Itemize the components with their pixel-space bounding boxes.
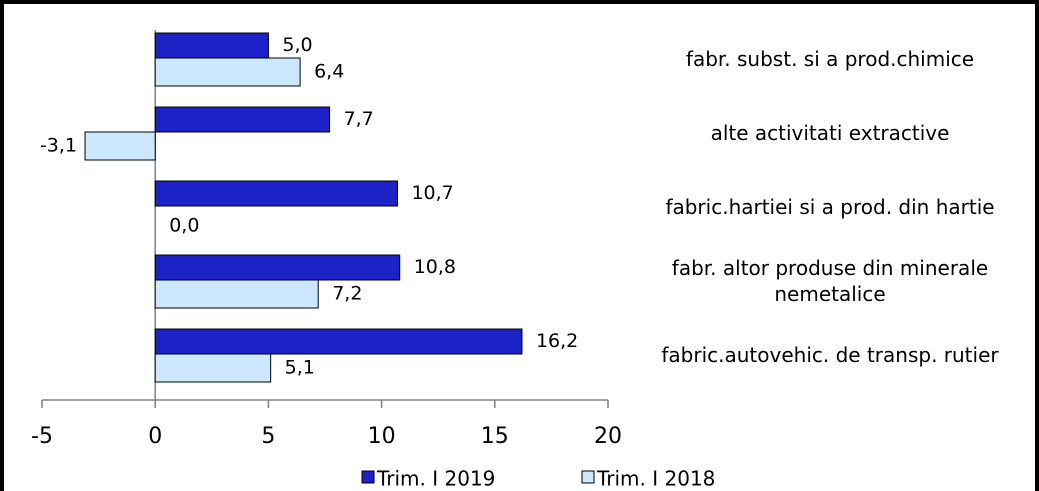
bar <box>154 180 398 207</box>
x-tick-label: 10 <box>368 424 396 449</box>
category-label: fabric.autovehic. de transp. rutier <box>661 343 999 367</box>
bar <box>154 353 272 383</box>
value-label: 5,0 <box>282 34 312 56</box>
legend-swatch <box>581 470 595 484</box>
x-tick-label: 0 <box>148 424 162 449</box>
bar <box>154 32 269 59</box>
value-label: 10,7 <box>411 182 453 204</box>
value-label: 7,7 <box>344 108 374 130</box>
bar <box>154 328 523 355</box>
value-label: -3,1 <box>40 135 77 157</box>
bar <box>154 106 331 133</box>
value-label: 5,1 <box>285 357 315 379</box>
value-label: 10,8 <box>414 256 456 278</box>
x-tick-label: 15 <box>481 424 509 449</box>
bar <box>154 57 301 87</box>
value-label: 0,0 <box>169 215 199 237</box>
legend-label: Trim. I 2019 <box>376 467 495 491</box>
bar <box>84 131 156 161</box>
category-label: alte activitati extractive <box>710 121 950 145</box>
category-label: fabr. altor produse din minerale nemetal… <box>671 256 989 306</box>
legend-label: Trim. I 2018 <box>596 467 715 491</box>
x-tick-label: 5 <box>261 424 275 449</box>
bar <box>154 254 401 281</box>
category-label: fabr. subst. si a prod.chimice <box>685 47 975 71</box>
x-tick-label: 20 <box>594 424 622 449</box>
legend-swatch <box>361 470 375 484</box>
value-label: 6,4 <box>314 61 344 83</box>
value-label: 16,2 <box>536 330 578 352</box>
category-label: fabric.hartiei si a prod. din hartie <box>665 195 995 219</box>
bar <box>154 279 319 309</box>
value-label: 7,2 <box>332 283 362 305</box>
x-tick-label: -5 <box>31 424 53 449</box>
